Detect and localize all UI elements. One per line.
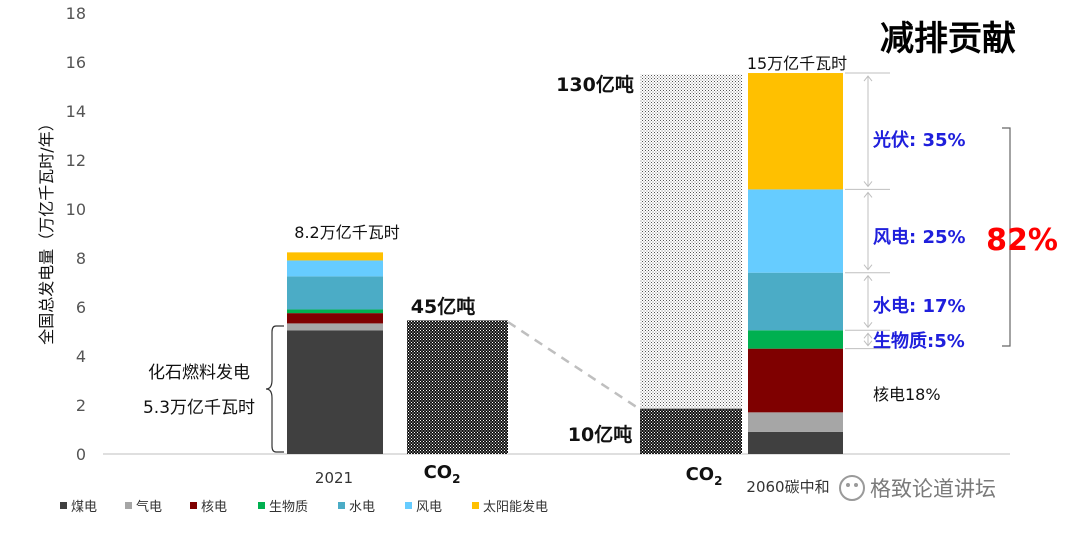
co2-label-2021: CO2 <box>424 462 461 486</box>
co2-2060-top-label: 130亿吨 <box>556 73 634 96</box>
wechat-logo-icon <box>839 475 865 501</box>
watermark: 格致论道讲坛 <box>839 475 996 501</box>
y-tick-label: 2 <box>76 396 86 415</box>
y-axis-label: 全国总发电量（万亿千瓦时/年） <box>37 115 56 344</box>
wind-share-label: 风电: 25% <box>873 226 966 248</box>
legend-label: 核电 <box>201 500 227 515</box>
bar-2021-太阳能发电 <box>287 252 383 261</box>
share-arrow-down <box>863 340 873 347</box>
fossil-brace <box>265 325 284 453</box>
bar-2060-气电 <box>748 412 843 432</box>
co2-reduction-connector <box>507 320 639 410</box>
watermark-text: 格致论道讲坛 <box>870 477 996 501</box>
legend-label: 气电 <box>136 499 162 515</box>
bar-2060-煤电 <box>748 431 843 454</box>
bar-2021-生物质 <box>287 309 383 314</box>
co2-bars <box>407 74 742 454</box>
co2-2021-value: 45亿吨 <box>411 295 475 318</box>
bar-2060-水电 <box>748 272 843 331</box>
hydro-share-label: 水电: 17% <box>873 295 966 317</box>
legend: 煤电 气电 核电 生物质 水电 风电 太阳能发电 <box>60 499 548 515</box>
bar-2021-水电 <box>287 276 383 310</box>
co2-bar-2060-residual <box>640 408 742 454</box>
bar-2021-气电 <box>287 323 383 331</box>
wechat-logo-eye-right <box>854 483 858 487</box>
legend-label: 煤电 <box>71 500 97 515</box>
share-markers <box>845 72 890 350</box>
legend-swatch <box>258 502 265 509</box>
y-tick-label: 18 <box>66 4 86 23</box>
category-label-2060: 2060碳中和 <box>746 478 829 496</box>
legend-swatch <box>405 502 412 509</box>
share-arrow-down <box>863 321 873 329</box>
renewable-total-label: 82% <box>986 223 1058 258</box>
bar-2021-核电 <box>287 313 383 324</box>
y-axis-ticks: 0 2 4 6 8 10 12 14 16 18 <box>66 4 86 464</box>
total-2021-label: 8.2万亿千瓦时 <box>294 223 399 242</box>
y-tick-label: 6 <box>76 298 86 317</box>
share-arrow-up <box>863 332 873 339</box>
bar-2060-风电 <box>748 189 843 273</box>
y-tick-label: 10 <box>66 200 86 219</box>
bar-2060-太阳能发电 <box>748 73 843 190</box>
legend-swatch <box>338 502 345 509</box>
solar-share-label: 光伏: 35% <box>872 129 966 151</box>
share-arrow-up <box>863 274 873 282</box>
share-arrow-down <box>863 181 873 188</box>
legend-label: 太阳能发电 <box>483 499 548 515</box>
bar-2060-核电 <box>748 348 843 413</box>
y-tick-label: 0 <box>76 445 86 464</box>
co2-bar-2021 <box>407 320 508 454</box>
chart-title: 减排贡献 <box>880 19 1016 59</box>
legend-label: 水电 <box>349 500 375 515</box>
co2-bar-2060-reduced <box>640 74 742 409</box>
legend-swatch <box>190 502 197 509</box>
share-arrow-up <box>863 75 873 82</box>
y-tick-label: 14 <box>66 102 86 121</box>
fossil-label-line2: 5.3万亿千瓦时 <box>143 398 255 418</box>
total-2060-label: 15万亿千瓦时 <box>747 54 847 73</box>
co2-label-2060: CO2 <box>686 464 723 488</box>
y-tick-label: 4 <box>76 347 86 366</box>
y-tick-label: 16 <box>66 53 86 72</box>
legend-swatch <box>60 502 67 509</box>
category-label-2021: 2021 <box>315 469 353 487</box>
nuclear-2060-label: 核电18% <box>873 385 941 404</box>
legend-label: 风电 <box>416 500 442 515</box>
bar-2021-煤电 <box>287 330 383 454</box>
renewable-bracket <box>1002 127 1011 347</box>
share-arrow-up <box>863 191 873 198</box>
bio-share-label: 生物质:5% <box>873 330 965 352</box>
co2-2060-residual-label: 10亿吨 <box>568 423 632 446</box>
legend-swatch <box>125 502 132 509</box>
share-arrow-down <box>863 264 873 271</box>
fossil-label-line1: 化石燃料发电 <box>148 363 250 383</box>
wechat-logo-eye-left <box>846 483 850 487</box>
bar-2060-生物质 <box>748 330 843 349</box>
y-tick-label: 12 <box>66 151 86 170</box>
stack-2060 <box>748 73 843 454</box>
stack-2021 <box>287 252 383 454</box>
y-tick-label: 8 <box>76 249 86 268</box>
bar-2021-风电 <box>287 260 383 277</box>
legend-swatch <box>472 502 479 509</box>
legend-label: 生物质 <box>269 500 308 515</box>
